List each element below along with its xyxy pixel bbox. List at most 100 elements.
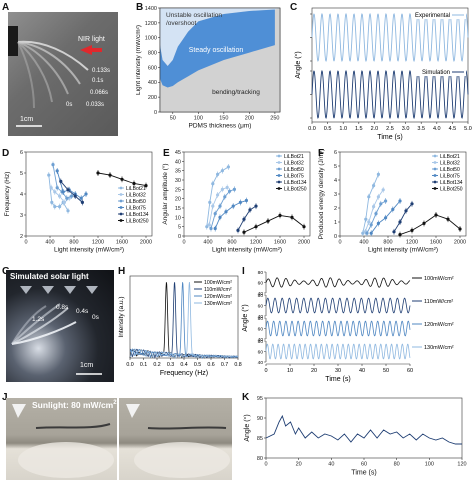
d-legend-marker-3 [119,206,123,209]
d-series-4-line [60,181,83,203]
e-point [238,200,242,204]
e-point [232,187,236,191]
h-xlabel: Frequency (Hz) [160,370,208,377]
h-xtick-label: 0.2 [153,362,160,368]
f-point [392,230,396,234]
f-legend-label-5: LiLBot250 [440,187,463,193]
g-scale-label: 1cm [80,362,94,369]
bending-label: bending/tracking [212,89,260,96]
f-series-2-line [366,200,386,234]
h-xtick-label: 0.3 [167,362,174,368]
d-legend-marker-4 [119,212,123,216]
time-label-1: 0.1s [92,78,104,84]
i-xtick-label: 50 [383,368,389,374]
i-xtick-label: 40 [359,368,365,374]
d-point [53,190,57,194]
b-frame-top [159,7,281,113]
h-legend-label-2: 120mW/cm² [204,294,232,300]
d-point [47,173,51,177]
f-point [384,216,388,220]
f-legend-label-2: LiLBot50 [440,167,460,173]
panel-a-drawing [8,26,102,127]
d-legend-marker-0 [119,186,123,190]
panel-label-e: E [163,148,170,159]
chart-f: 0 400 800 1200 1600 20000123456LiLBot21LiLBot… [318,149,467,254]
k-xtick-label: 80 [394,462,400,468]
b-ytick-label: 800 [148,50,157,56]
i-ytick-label: 40 [258,314,264,320]
time-label-0: 0.133s [92,68,111,74]
e-series-4-line [237,205,257,231]
f-xtick-label: 800 [383,240,392,246]
f-legend-label-1: LiLBot32 [440,161,460,167]
d-point [108,173,112,177]
d-point [49,186,53,190]
f-point [367,195,371,199]
d-point [50,200,54,204]
c-xtick-label: 0.0 [308,126,316,132]
sunlight-title-sup: 2 [113,400,117,407]
g-time-2: 0.4s [76,308,89,315]
e-point [254,204,258,208]
d-legend-label-5: LiLBot250 [126,219,149,225]
e-legend-label-0: LiLBot21 [284,154,304,160]
c-xtick-label: 1.0 [339,126,347,132]
f-ytick-label: 0 [334,234,337,240]
i-legend-label-2: 120mW/cm² [424,322,454,328]
c-legend-label-0: Experimental [415,13,450,19]
e-ytick-label: 40 [175,159,181,165]
time-label-4: 0s [66,102,73,108]
e-point [242,230,246,234]
chart-e: 0 400 800 1200 1600 2000 0 5 10 15 20 25 30 35 40 45 LiL… [161,150,311,254]
f-xtick-label: 1200 [406,240,418,246]
k-xtick-label: 20 [296,462,302,468]
i-ytick-label: 40 [258,360,264,366]
b-xtick-label: 150 [219,116,228,122]
h-xtick-label: 0.8 [234,362,241,368]
g-time-3: 0s [92,314,99,321]
i-xlabel: Time (s) [325,376,350,383]
d-xlabel: Light intensity (mW/cm²) [54,247,124,254]
d-xtick-label: 0 [24,240,27,246]
d-point [96,171,100,175]
chart-d: 0 400 800 1200 1600 2000 2 3 4 5 6 LiLBot21LiLBot32… [4,150,153,254]
c-xtick-label: 2.0 [371,126,379,132]
e-point [302,225,306,229]
panel-g-drawing [11,286,102,375]
f-legend-marker-3 [433,174,437,177]
chart-c: 0.0 0.5 1.0 1.5 2.0 2.5 3.0 3.5 4.0 4.5 5.0 Experim… [294,7,472,141]
f-series-4-line [393,203,413,233]
f-point [367,220,371,224]
panel-g-photo: Simulated solar light 1.2s 0.8s 0.4s 0s … [6,270,114,382]
sunlight-title: Sunlight: 80 mW/cm2 [32,400,117,410]
e-point [236,228,240,232]
k-ytick-label: 80 [257,456,263,462]
e-legend-label-5: LiLBot250 [284,187,307,193]
e-point [248,208,252,212]
i-ytick-label: 60 [258,350,264,356]
k-xlabel: Time (s) [351,470,376,477]
chart-i: 40 60 80 100mW/cm² 40 60 80 110mW/cm² 40 60 80 120m… [241,270,454,383]
c-ylabel: Angle (°) [294,51,302,78]
e-xtick-label: 1200 [250,240,262,246]
f-legend-marker-1 [433,161,437,164]
e-ytick-label: 5 [178,225,181,231]
h-xtick-label: 0.4 [180,362,187,368]
f-point [372,205,376,209]
e-point [207,223,211,227]
f-xtick-label: 1600 [430,240,442,246]
chart-b: 50 100 150 200 250 0 200 400 600 800 1000 1200 1400 U… [136,6,281,130]
f-ytick-label: 1 [334,220,337,226]
panel-j-drawing [12,398,230,480]
k-xtick-label: 120 [457,462,466,468]
i-xtick-label: 10 [287,368,293,374]
f-xlabel: Light intensity (mW/cm²) [368,247,438,254]
i-series-0 [265,277,411,288]
h-xtick-label: 0.5 [194,362,201,368]
h-series-1 [129,282,239,359]
d-point [120,177,124,181]
d-xtick-label: 400 [45,240,54,246]
e-point [213,226,217,231]
h-xtick-label: 0.6 [207,362,214,368]
e-point [266,219,270,223]
